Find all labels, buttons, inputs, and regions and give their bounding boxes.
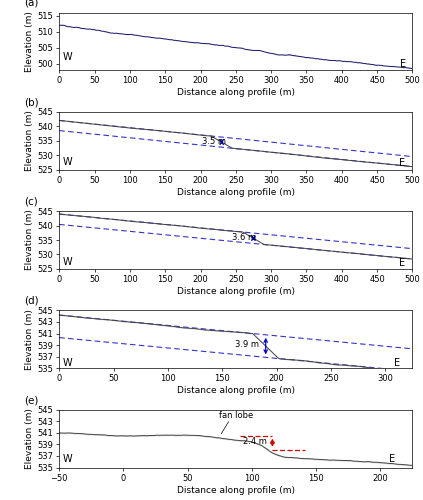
Text: W: W: [63, 157, 72, 167]
Text: W: W: [63, 358, 72, 368]
Text: E: E: [400, 59, 406, 69]
Text: (b): (b): [24, 97, 38, 107]
Text: 3.9 m: 3.9 m: [235, 340, 259, 349]
Text: 2.4 m: 2.4 m: [243, 437, 267, 446]
X-axis label: Distance along profile (m): Distance along profile (m): [177, 486, 295, 494]
Y-axis label: Elevation (m): Elevation (m): [25, 11, 34, 72]
Text: (c): (c): [24, 196, 38, 206]
X-axis label: Distance along profile (m): Distance along profile (m): [177, 386, 295, 395]
Text: W: W: [63, 454, 73, 464]
Y-axis label: Elevation (m): Elevation (m): [25, 309, 34, 370]
Text: E: E: [389, 454, 396, 464]
X-axis label: Distance along profile (m): Distance along profile (m): [177, 188, 295, 196]
Y-axis label: Elevation (m): Elevation (m): [25, 408, 34, 469]
Text: E: E: [399, 158, 405, 168]
Text: E: E: [394, 358, 400, 368]
Text: 3.6 m: 3.6 m: [232, 233, 256, 242]
Text: 3.5 m: 3.5 m: [202, 137, 226, 146]
Text: (a): (a): [24, 0, 38, 8]
X-axis label: Distance along profile (m): Distance along profile (m): [177, 88, 295, 98]
Text: W: W: [63, 52, 72, 62]
Text: W: W: [63, 256, 72, 266]
Text: E: E: [399, 258, 405, 268]
X-axis label: Distance along profile (m): Distance along profile (m): [177, 287, 295, 296]
Text: (d): (d): [24, 296, 38, 306]
Y-axis label: Elevation (m): Elevation (m): [25, 210, 34, 270]
Y-axis label: Elevation (m): Elevation (m): [25, 110, 34, 171]
Text: (e): (e): [24, 395, 38, 405]
Text: fan lobe: fan lobe: [220, 412, 254, 420]
